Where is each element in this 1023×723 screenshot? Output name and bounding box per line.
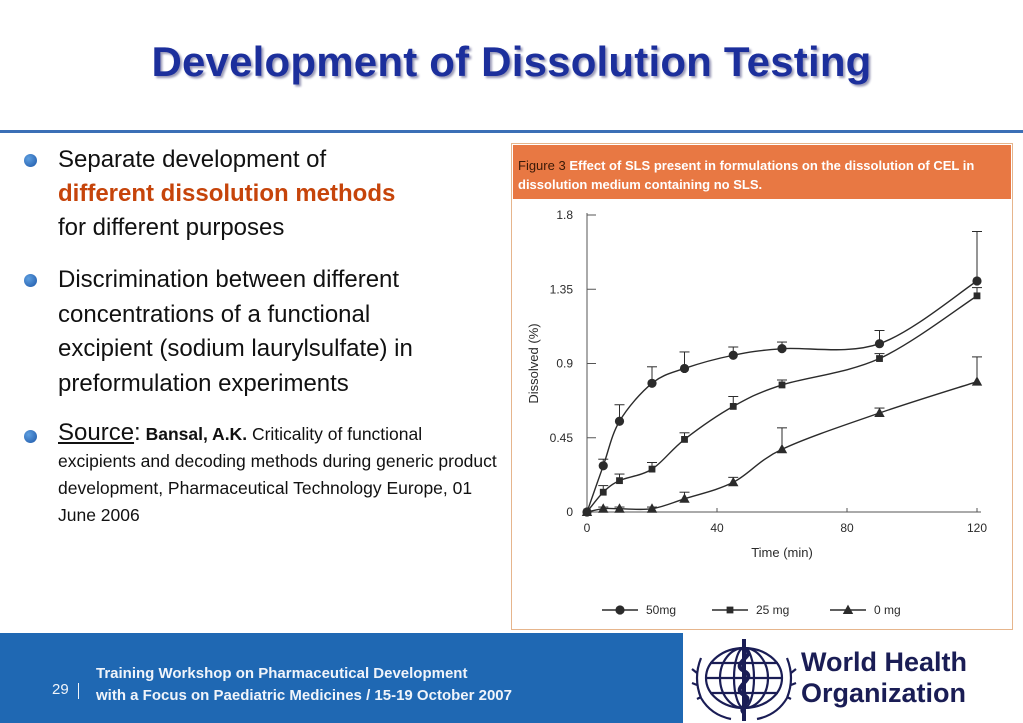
data-point xyxy=(646,503,658,513)
citation-text: Criticality of functional excipients and… xyxy=(58,424,497,525)
highlight-text: different dissolution methods xyxy=(58,180,396,207)
legend-label: 0 mg xyxy=(874,603,901,617)
data-point xyxy=(598,461,608,471)
bullet-item: Source: Bansal, A.K. Criticality of func… xyxy=(22,419,500,529)
data-point xyxy=(973,292,981,300)
data-point xyxy=(648,465,656,473)
data-point xyxy=(729,403,737,410)
data-point xyxy=(876,355,883,362)
bullet-dot-icon xyxy=(24,154,37,167)
bullet-item: Discrimination between different concent… xyxy=(22,263,500,401)
data-point xyxy=(728,350,738,360)
y-tick-label: 1.35 xyxy=(550,282,574,296)
data-point xyxy=(598,503,609,513)
data-point xyxy=(972,276,982,286)
data-point xyxy=(614,503,625,513)
data-point xyxy=(679,493,690,503)
y-tick-label: 0.9 xyxy=(556,357,573,371)
x-tick-label: 80 xyxy=(840,521,854,535)
data-point xyxy=(874,339,885,349)
bullet-list: Separate development of different dissol… xyxy=(22,143,500,529)
y-tick-label: 1.8 xyxy=(556,208,573,222)
bullet-text: Discrimination between different concent… xyxy=(58,266,413,397)
series-line xyxy=(586,280,978,513)
y-axis-label: Dissolved (%) xyxy=(526,323,541,403)
citation-author: Bansal, A.K. xyxy=(145,424,248,444)
figure-caption-bar: Figure 3 Effect of SLS present in formul… xyxy=(513,145,1011,199)
legend-item: 0 mg xyxy=(830,603,901,617)
dissolution-chart: 0 0.45 0.9 1.35 1.8 0 40 80 120 Time (min) Dissolv… xyxy=(526,208,987,617)
legend-label: 50mg xyxy=(646,603,676,617)
data-point xyxy=(728,476,739,487)
x-axis-label: Time (min) xyxy=(751,545,813,560)
data-point xyxy=(777,344,787,354)
legend-marker xyxy=(726,606,734,614)
figure-caption-text: Effect of SLS present in formulations on… xyxy=(518,158,975,192)
page-number-divider xyxy=(78,683,79,699)
data-point xyxy=(971,376,983,386)
who-logo: World Health Organization xyxy=(683,633,1023,723)
y-tick-label: 0.45 xyxy=(550,431,574,445)
footer-caption: Training Workshop on Pharmaceutical Deve… xyxy=(96,665,512,704)
page-number: 29 xyxy=(52,681,69,698)
dissolution-figure: Figure 3 Effect of SLS present in formul… xyxy=(511,143,1013,630)
source-citation: Source: Bansal, A.K. Criticality of func… xyxy=(58,419,497,525)
series-line xyxy=(586,295,978,513)
who-emblem-icon xyxy=(691,639,797,721)
bullet-text: Separate development of different dissol… xyxy=(58,146,396,241)
data-point xyxy=(614,416,625,426)
series-0mg xyxy=(581,356,983,516)
legend-item: 25 mg xyxy=(712,603,789,617)
data-point xyxy=(776,443,788,454)
series-50mg xyxy=(582,231,982,517)
footer-bar: 29 Training Workshop on Pharmaceutical D… xyxy=(0,633,1023,723)
legend-marker xyxy=(615,605,625,615)
data-point xyxy=(679,363,690,374)
legend-label: 25 mg xyxy=(756,603,789,617)
x-tick-label: 120 xyxy=(967,521,987,535)
data-point xyxy=(599,488,607,496)
bullet-dot-icon xyxy=(24,274,37,287)
legend-item: 50mg xyxy=(602,603,676,617)
x-tick-label: 40 xyxy=(710,521,724,535)
data-point xyxy=(616,477,623,485)
data-point xyxy=(647,378,657,388)
y-tick-label: 0 xyxy=(566,505,573,519)
series-25mg xyxy=(583,287,982,516)
figure-label: Figure 3 xyxy=(518,158,566,173)
data-point xyxy=(681,436,688,443)
bullet-dot-icon xyxy=(24,430,37,443)
data-point xyxy=(874,407,885,417)
legend-marker xyxy=(842,604,854,614)
title-divider xyxy=(0,130,1023,133)
data-point xyxy=(581,506,593,516)
slide-title: Development of Dissolution Testing xyxy=(151,38,872,85)
bullet-item: Separate development of different dissol… xyxy=(22,143,500,245)
who-name: World Health Organization xyxy=(801,647,968,708)
figure-caption: Figure 3 Effect of SLS present in formul… xyxy=(518,156,1008,194)
data-point xyxy=(778,381,786,389)
source-link[interactable]: Source xyxy=(58,419,135,446)
x-tick-label: 0 xyxy=(584,521,591,535)
